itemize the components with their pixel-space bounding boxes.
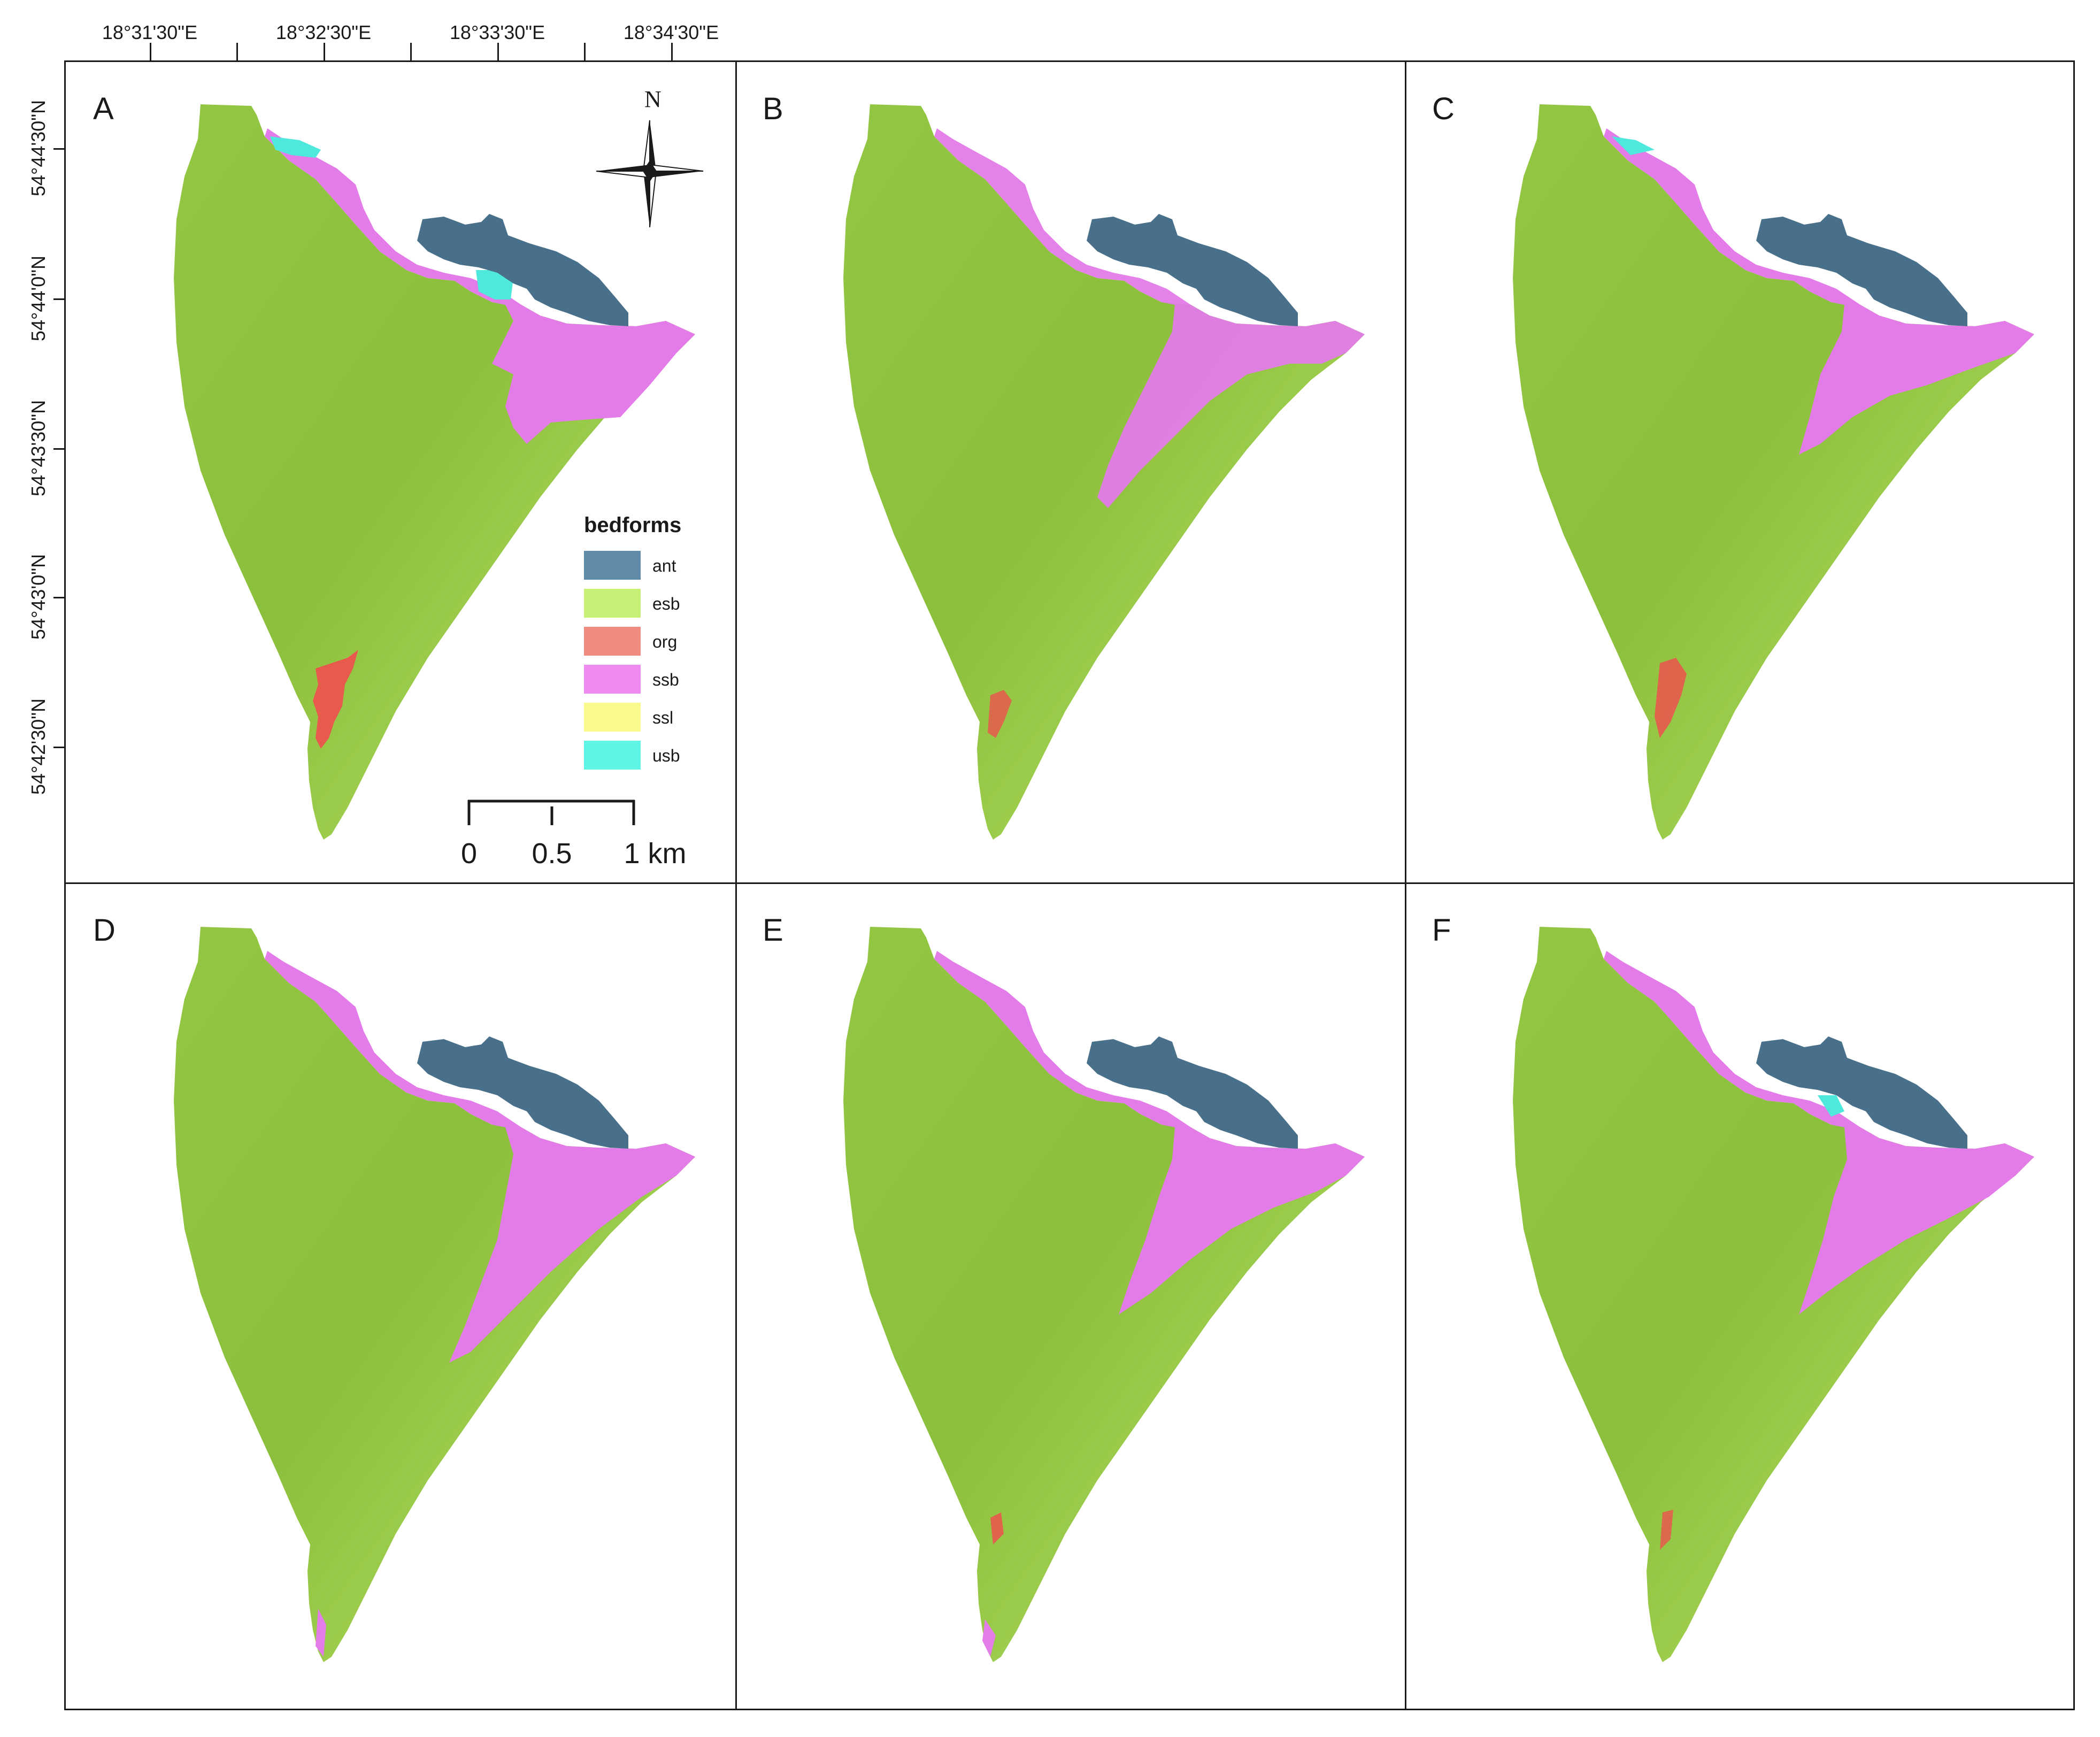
panel-label: A — [93, 91, 114, 126]
legend-swatch — [584, 665, 641, 694]
longitude-label: 18°32'30"E — [275, 21, 372, 43]
panel-f-map — [1513, 927, 2034, 1662]
legend-label: esb — [652, 594, 680, 613]
latitude-tick — [53, 448, 64, 450]
longitude-tick — [324, 43, 325, 60]
panel-c-map — [1513, 104, 2034, 840]
legend-label: org — [652, 632, 678, 651]
latitude-tick — [53, 148, 64, 150]
legend-swatch — [584, 551, 641, 580]
longitude-label: 18°34'30"E — [623, 21, 719, 43]
legend-label: ssl — [652, 708, 674, 727]
panel-divider-vertical-1 — [735, 60, 737, 1710]
longitude-tick — [584, 43, 586, 60]
panel-divider-vertical-2 — [1405, 60, 1406, 1710]
longitude-label: 18°31'30"E — [102, 21, 198, 43]
map-frame — [64, 60, 2075, 1710]
longitude-tick — [236, 43, 238, 60]
legend-label: ant — [652, 556, 676, 575]
longitude-tick — [150, 43, 151, 60]
scale-label: 0.5 — [532, 837, 572, 870]
legend-label: usb — [652, 746, 680, 765]
panel-label: F — [1432, 913, 1451, 948]
longitude-tick — [671, 43, 673, 60]
longitude-label: 18°33'30"E — [449, 21, 545, 43]
legend-title: bedforms — [584, 513, 682, 537]
latitude-tick — [53, 298, 64, 300]
longitude-tick — [410, 43, 412, 60]
scale-label: 0 — [460, 837, 478, 870]
panel-a-map — [174, 104, 695, 840]
panel-d-map — [174, 927, 695, 1662]
latitude-tick — [53, 747, 64, 748]
panel-divider-horizontal — [64, 882, 2075, 884]
panel-label: E — [763, 913, 783, 948]
panel-e-map — [843, 927, 1365, 1662]
legend-swatch — [584, 741, 641, 770]
legend-swatch — [584, 627, 641, 656]
legend-label: ssb — [652, 670, 679, 689]
latitude-tick — [53, 597, 64, 598]
longitude-tick — [497, 43, 499, 60]
north-arrow: N — [594, 86, 706, 235]
panel-b-map — [843, 104, 1365, 840]
north-arrow-letter: N — [644, 86, 661, 112]
scale-bar-graphic — [467, 800, 635, 825]
scale-label: 1 km — [624, 837, 687, 870]
legend-swatch — [584, 589, 641, 618]
legend-swatch — [584, 703, 641, 732]
panel-label: D — [93, 913, 116, 948]
panel-label: B — [763, 91, 783, 126]
compass-rose-icon — [596, 120, 704, 228]
panel-label: C — [1432, 91, 1455, 126]
